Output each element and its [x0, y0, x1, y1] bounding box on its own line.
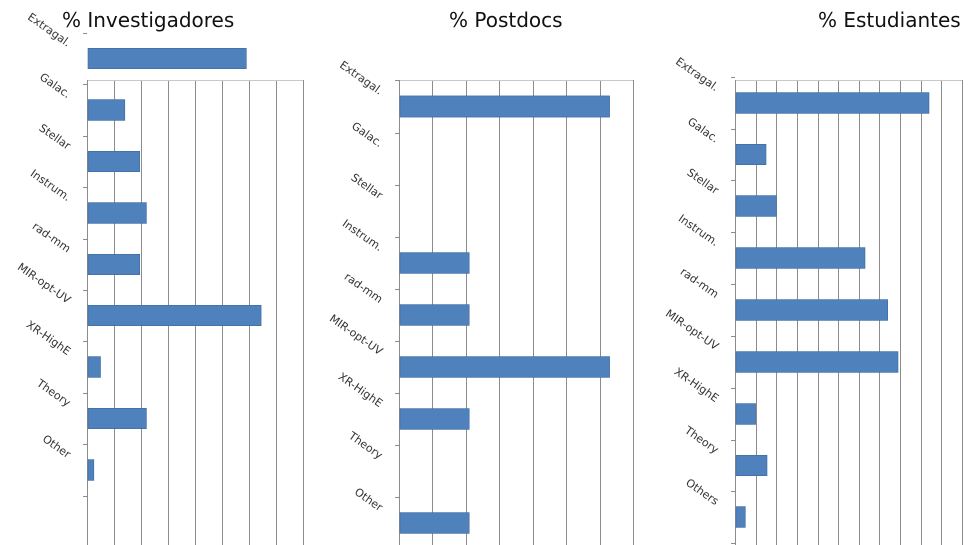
bar-postdocs-0: [399, 95, 610, 118]
bar-investigadores-0: [87, 47, 247, 69]
category-label: Instrum.: [28, 167, 73, 204]
bar-estudiantes-5: [735, 351, 899, 373]
bar-postdocs-4: [399, 304, 470, 326]
category-label: XR-HighE: [336, 370, 385, 410]
category-label: MIR-opt-UV: [327, 312, 385, 358]
category-label: Extragal.: [337, 58, 385, 97]
category-label: Others: [683, 476, 721, 508]
category-label: Galac.: [349, 119, 385, 150]
chart-title-investigadores: % Investigadores: [62, 8, 235, 32]
bar-investigadores-2: [87, 151, 141, 173]
category-label: Stellar: [685, 166, 722, 197]
category-label: Extragal.: [673, 55, 721, 94]
category-label: rad-mm: [30, 220, 73, 256]
bar-investigadores-4: [87, 254, 141, 276]
bar-estudiantes-7: [735, 454, 768, 476]
chart-title-estudiantes: % Estudiantes: [818, 8, 961, 32]
bar-estudiantes-1: [735, 144, 767, 166]
category-label: Other: [352, 485, 385, 514]
bar-postdocs-3: [399, 252, 470, 274]
bar-postdocs-6: [399, 408, 470, 430]
bar-investigadores-5: [87, 304, 262, 326]
chart-investigadores: Extragal. Galac. Stellar Instrum. rad-mm MIR-…: [15, 10, 304, 545]
bar-estudiantes-8: [735, 506, 746, 528]
bar-postdocs-8: [399, 512, 470, 534]
bar-estudiantes-2: [735, 195, 777, 217]
chart-postdocs: Extragal. Galac. Stellar Instrum. rad-mm MIR-…: [327, 58, 634, 545]
category-label: Stellar: [37, 121, 74, 152]
bar-investigadores-6: [87, 356, 101, 378]
bar-investigadores-8: [87, 459, 95, 481]
bar-estudiantes-4: [735, 299, 888, 321]
chart-estudiantes: Extragal. Galac. Stellar Instrum. rad-mm MIR-…: [663, 55, 963, 545]
category-label: Theory: [681, 423, 721, 456]
bar-investigadores-1: [87, 99, 126, 121]
category-label: MIR-opt-UV: [15, 260, 73, 306]
bar-investigadores-7: [87, 407, 147, 429]
category-label: Theory: [345, 429, 385, 462]
bar-postdocs-5: [399, 356, 610, 378]
category-label: rad-mm: [678, 265, 721, 301]
bar-estudiantes-3: [735, 247, 866, 269]
category-label: XR-HighE: [672, 365, 721, 405]
category-label: Extragal.: [25, 10, 73, 49]
category-label: Instrum.: [676, 212, 721, 249]
category-label: Galac.: [37, 70, 73, 101]
category-label: Other: [40, 432, 73, 461]
category-label: MIR-opt-UV: [663, 307, 721, 353]
category-label: rad-mm: [342, 270, 385, 306]
category-label: Theory: [33, 376, 73, 409]
chart-title-postdocs: % Postdocs: [449, 8, 563, 32]
category-label: XR-HighE: [24, 318, 73, 358]
category-label: Galac.: [685, 115, 721, 146]
bar-investigadores-3: [87, 202, 147, 224]
category-label: Instrum.: [340, 217, 385, 254]
bar-estudiantes-0: [735, 92, 930, 114]
bar-estudiantes-6: [735, 403, 756, 425]
category-label: Stellar: [349, 171, 386, 202]
